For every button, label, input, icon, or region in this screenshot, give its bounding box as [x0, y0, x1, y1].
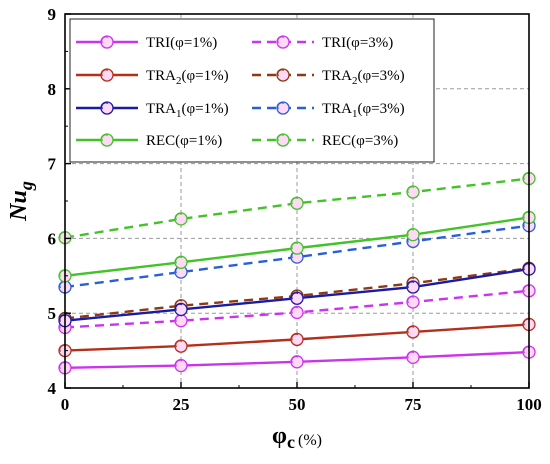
legend-label-part: (φ=1%): [182, 101, 229, 117]
data-point: [290, 305, 304, 320]
legend-label-part: TRA: [146, 68, 176, 84]
legend-label-part: 1: [176, 108, 182, 120]
x-axis-title-main: φ: [272, 423, 287, 449]
legend-item: TRI(φ=3%): [252, 35, 393, 51]
data-point: [290, 291, 304, 305]
legend-label: REC(φ=3%): [322, 133, 398, 149]
x-tick-label: 0: [61, 395, 70, 414]
legend-marker: [276, 133, 290, 147]
data-point: [174, 212, 188, 226]
data-point: [290, 332, 304, 347]
data-point: [406, 185, 420, 199]
legend-label: TRA2(φ=1%): [146, 68, 229, 87]
y-tick-label: 9: [48, 5, 57, 24]
series-markers: [58, 171, 536, 375]
legend-label: TRA1(φ=3%): [322, 101, 405, 120]
legend-label-part: 2: [176, 75, 182, 87]
axis-ticks: [64, 13, 530, 389]
data-point: [174, 358, 188, 373]
data-point: [290, 241, 304, 255]
series-line-8: [64, 177, 530, 239]
data-point: [290, 196, 304, 210]
y-axis-title-sub: g: [16, 181, 36, 191]
data-point: [174, 255, 188, 269]
data-point: [406, 228, 420, 242]
legend-label: TRI(φ=1%): [146, 35, 217, 51]
data-point: [406, 350, 420, 364]
x-axis-title: φc (%): [272, 423, 322, 452]
legend-marker: [276, 68, 290, 82]
x-axis-title-unit: (%): [298, 432, 322, 449]
y-axis-title: Nug: [6, 181, 36, 222]
legend-item: REC(φ=3%): [252, 133, 398, 149]
tick-labels: 0 25 50 75 100 4 5 6 7 8 9: [48, 5, 542, 414]
legend-marker: [100, 68, 114, 82]
legend: TRI(φ=1%) TRI(φ=3%)TRA2(φ=1%) TRA2(φ=3%)TR…: [69, 18, 435, 163]
legend-label-part: TRA: [146, 101, 176, 117]
data-point: [406, 280, 420, 294]
legend-item: TRA1(φ=1%): [76, 101, 229, 120]
legend-label-part: TRA: [322, 68, 352, 84]
y-tick-label: 7: [48, 155, 57, 174]
legend-label-part: 2: [352, 75, 358, 87]
legend-item: TRI(φ=1%): [76, 35, 217, 51]
legend-item: TRA2(φ=3%): [252, 68, 405, 87]
legend-label: TRA1(φ=1%): [146, 101, 229, 120]
legend-label: TRA2(φ=3%): [322, 68, 405, 87]
legend-label-part: TRI(φ=1%): [146, 35, 217, 51]
data-point: [174, 339, 188, 353]
legend-item: TRA2(φ=1%): [76, 68, 229, 87]
x-tick-label: 100: [516, 395, 542, 414]
y-tick-label: 6: [48, 229, 57, 248]
x-axis-title-sub: c: [287, 432, 295, 452]
legend-marker: [100, 35, 114, 49]
legend-marker: [100, 101, 114, 115]
legend-label-part: (φ=3%): [358, 101, 405, 117]
legend-label-part: TRI(φ=3%): [322, 35, 393, 51]
legend-marker: [100, 133, 114, 147]
data-point: [406, 325, 420, 339]
x-tick-label: 75: [405, 395, 422, 414]
legend-label: TRI(φ=3%): [322, 35, 393, 51]
data-point: [406, 295, 420, 309]
legend-item: TRA1(φ=3%): [252, 101, 405, 120]
y-axis-title-main: Nu: [6, 190, 32, 222]
legend-label-part: (φ=3%): [358, 68, 405, 84]
y-tick-label: 8: [48, 80, 57, 99]
legend-label-part: (φ=1%): [182, 68, 229, 84]
y-tick-label: 5: [48, 304, 57, 323]
y-tick-label: 4: [48, 379, 57, 398]
legend-label: REC(φ=1%): [146, 133, 222, 149]
legend-label-part: 1: [352, 108, 358, 120]
data-point: [174, 302, 188, 317]
legend-label-part: REC(φ=1%): [146, 133, 222, 149]
legend-label-part: REC(φ=3%): [322, 133, 398, 149]
data-point: [290, 355, 304, 369]
legend-label-part: TRA: [322, 101, 352, 117]
x-tick-label: 50: [289, 395, 306, 414]
legend-marker: [276, 101, 290, 115]
legend-item: REC(φ=1%): [76, 133, 222, 149]
data-point: [174, 314, 188, 328]
legend-marker: [276, 35, 290, 49]
x-tick-label: 25: [173, 395, 190, 414]
